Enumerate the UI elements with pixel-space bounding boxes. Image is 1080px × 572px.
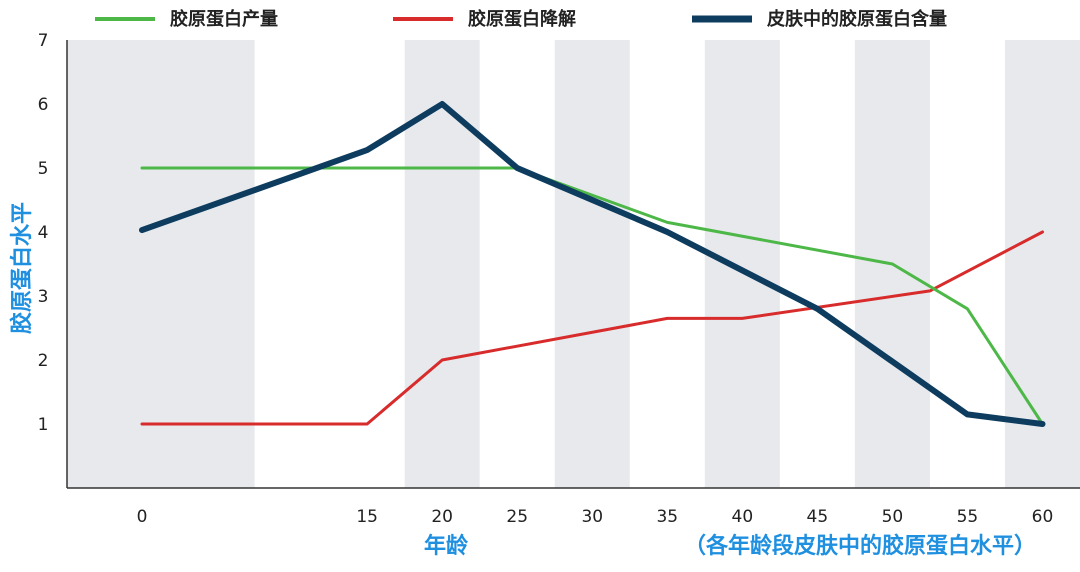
legend-label: 皮肤中的胶原蛋白含量	[767, 8, 947, 30]
series-line	[140, 166, 1044, 426]
x-tick-label: 40	[732, 507, 754, 527]
background-bands	[67, 40, 1080, 488]
y-tick-label: 6	[38, 95, 49, 115]
y-tick-label: 4	[38, 223, 49, 243]
background-band	[404, 40, 480, 488]
background-band	[704, 40, 780, 488]
x-tick-label: 60	[1032, 507, 1054, 527]
x-tick-label: 15	[356, 507, 378, 527]
y-tick-label: 1	[38, 415, 49, 435]
y-axis-title: 胶原蛋白水平	[9, 202, 35, 334]
x-tick-label: 20	[431, 507, 453, 527]
axes	[66, 40, 1080, 489]
series-line	[139, 101, 1046, 427]
y-tick-label: 2	[38, 351, 49, 371]
y-tick-labels: 1 2 3 4 5 6 7	[38, 31, 49, 435]
legend-label: 胶原蛋白降解	[468, 8, 576, 30]
legend-label: 胶原蛋白产量	[170, 8, 278, 30]
background-band	[67, 40, 255, 488]
series-line	[140, 230, 1044, 426]
background-band	[1004, 40, 1080, 488]
legend: 胶原蛋白产量 胶原蛋白降解 皮肤中的胶原蛋白含量	[95, 8, 947, 30]
x-tick-label: 0	[137, 507, 148, 527]
x-tick-labels: 0 15 20 25 30 35 40 45 50 55 60	[137, 507, 1054, 527]
background-band	[554, 40, 630, 488]
x-tick-label: 35	[656, 507, 678, 527]
y-tick-label: 7	[38, 31, 49, 51]
x-tick-label: 45	[807, 507, 829, 527]
series-lines	[139, 101, 1046, 427]
y-tick-label: 5	[38, 159, 49, 179]
x-tick-label: 55	[957, 507, 979, 527]
x-tick-label: 50	[882, 507, 904, 527]
x-axis-title: 年龄	[424, 533, 469, 559]
x-tick-label: 25	[506, 507, 528, 527]
chart-note: （各年龄段皮肤中的胶原蛋白水平）	[684, 533, 1036, 559]
x-tick-label: 30	[581, 507, 603, 527]
y-tick-label: 3	[38, 287, 49, 307]
